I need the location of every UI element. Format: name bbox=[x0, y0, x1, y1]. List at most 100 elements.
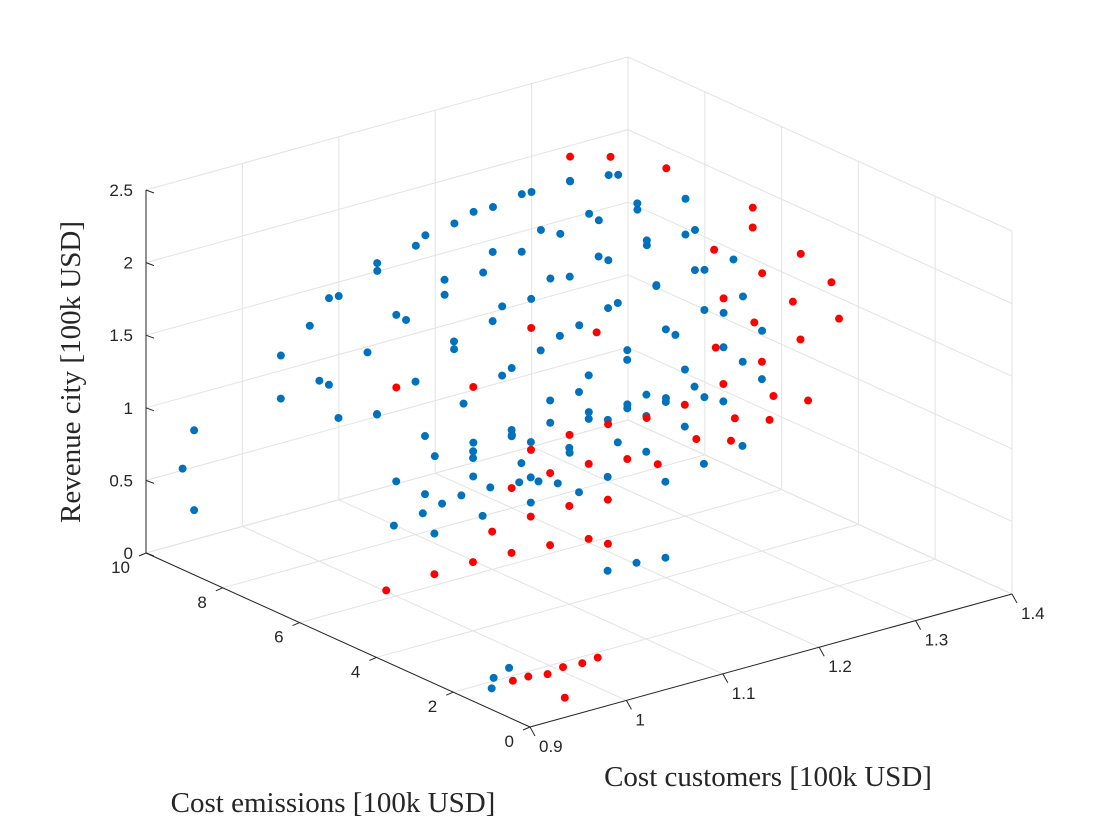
z-tick-mark bbox=[145, 334, 155, 339]
data-point-red bbox=[382, 586, 391, 595]
data-point-red bbox=[680, 400, 689, 409]
data-point-blue bbox=[575, 321, 584, 330]
data-point-blue bbox=[566, 176, 574, 185]
data-point-red bbox=[692, 435, 701, 444]
data-point-blue bbox=[623, 404, 632, 413]
z-tick-label: 2.5 bbox=[109, 181, 133, 200]
grid-line-z-backwall bbox=[145, 129, 629, 264]
data-point-red bbox=[566, 152, 575, 161]
data-point-red bbox=[527, 323, 536, 332]
data-point-blue bbox=[276, 394, 285, 403]
grid-line-z-sidewall bbox=[627, 201, 1013, 377]
data-point-red bbox=[769, 392, 778, 400]
data-point-red bbox=[719, 379, 728, 388]
data-point-blue bbox=[421, 490, 429, 499]
grid-line-z-sidewall bbox=[627, 129, 1013, 305]
data-point-blue bbox=[389, 521, 398, 530]
x-tick-mark bbox=[722, 673, 729, 684]
data-point-red bbox=[827, 278, 836, 287]
data-point-blue bbox=[517, 459, 526, 468]
data-point-blue bbox=[411, 241, 420, 250]
data-point-blue bbox=[585, 209, 594, 218]
data-point-blue bbox=[594, 216, 603, 225]
data-point-blue bbox=[469, 454, 478, 463]
data-point-red bbox=[565, 501, 574, 510]
data-point-blue bbox=[729, 255, 738, 264]
data-point-blue bbox=[418, 509, 427, 518]
data-point-blue bbox=[603, 566, 612, 575]
y-tick-mark bbox=[215, 587, 223, 592]
z-tick-label: 1 bbox=[124, 399, 133, 418]
data-point-blue bbox=[421, 231, 430, 240]
data-point-blue bbox=[738, 357, 747, 366]
z-tick-label: 1.5 bbox=[109, 326, 133, 345]
data-point-blue bbox=[479, 268, 488, 277]
points-layer bbox=[178, 152, 844, 702]
data-point-red bbox=[507, 548, 516, 557]
z-tick-mark bbox=[145, 262, 155, 267]
data-point-blue bbox=[604, 256, 613, 265]
grid-line-z-sidewall bbox=[627, 346, 1013, 522]
data-point-blue bbox=[334, 413, 343, 422]
grid-line-z-backwall bbox=[145, 346, 629, 481]
data-point-blue bbox=[575, 388, 583, 396]
data-point-blue bbox=[575, 488, 583, 497]
data-point-red bbox=[593, 653, 602, 662]
y-tick-label: 4 bbox=[351, 662, 360, 681]
z-tick-mark bbox=[145, 407, 155, 412]
data-point-red bbox=[604, 420, 613, 429]
grid-line-y-floor bbox=[453, 558, 936, 693]
x-tick-label: 1.4 bbox=[1021, 604, 1045, 623]
data-point-blue bbox=[324, 380, 333, 389]
data-point-blue bbox=[488, 247, 497, 256]
data-point-red bbox=[559, 663, 567, 672]
data-point-red bbox=[488, 527, 497, 536]
y-tick-label: 8 bbox=[197, 593, 206, 612]
grid-line-y-floor bbox=[222, 454, 705, 589]
y-tick-label: 0 bbox=[505, 732, 514, 751]
data-point-red bbox=[546, 541, 555, 550]
data-point-blue bbox=[699, 459, 708, 468]
data-point-blue bbox=[700, 265, 709, 274]
data-point-red bbox=[726, 436, 735, 445]
data-point-blue bbox=[276, 351, 285, 360]
data-point-red bbox=[748, 223, 757, 232]
data-point-blue bbox=[305, 321, 314, 330]
data-point-blue bbox=[757, 375, 766, 384]
data-point-blue bbox=[457, 491, 466, 500]
data-point-blue bbox=[527, 294, 536, 303]
data-point-blue bbox=[373, 410, 382, 419]
data-point-red bbox=[524, 672, 533, 681]
x-tick-label: 1.1 bbox=[732, 684, 756, 703]
data-point-blue bbox=[594, 252, 603, 261]
data-point-blue bbox=[584, 371, 593, 380]
data-point-blue bbox=[478, 511, 487, 520]
data-point-blue bbox=[515, 478, 524, 487]
data-point-red bbox=[469, 382, 478, 391]
data-point-red bbox=[653, 460, 662, 469]
data-point-red bbox=[526, 512, 535, 521]
z-tick-mark bbox=[145, 479, 155, 484]
data-point-blue bbox=[430, 452, 439, 461]
data-point-blue bbox=[690, 382, 699, 391]
y-axis-line bbox=[145, 552, 531, 728]
y-tick-mark bbox=[369, 656, 377, 661]
data-point-blue bbox=[633, 199, 642, 208]
data-point-blue bbox=[642, 236, 651, 245]
data-point-blue bbox=[534, 477, 543, 486]
data-point-blue bbox=[507, 364, 516, 373]
data-point-blue bbox=[719, 343, 728, 352]
data-point-blue bbox=[517, 247, 526, 256]
x-tick-label: 1.2 bbox=[828, 657, 852, 676]
data-point-red bbox=[592, 328, 601, 337]
data-point-blue bbox=[438, 499, 447, 508]
data-point-blue bbox=[642, 447, 651, 456]
data-point-blue bbox=[738, 441, 747, 450]
data-point-red bbox=[662, 164, 671, 173]
data-point-red bbox=[796, 335, 805, 344]
data-point-blue bbox=[623, 346, 632, 355]
data-point-red bbox=[748, 203, 757, 212]
grid-line-z-backwall bbox=[145, 201, 629, 336]
data-point-red bbox=[765, 415, 774, 424]
